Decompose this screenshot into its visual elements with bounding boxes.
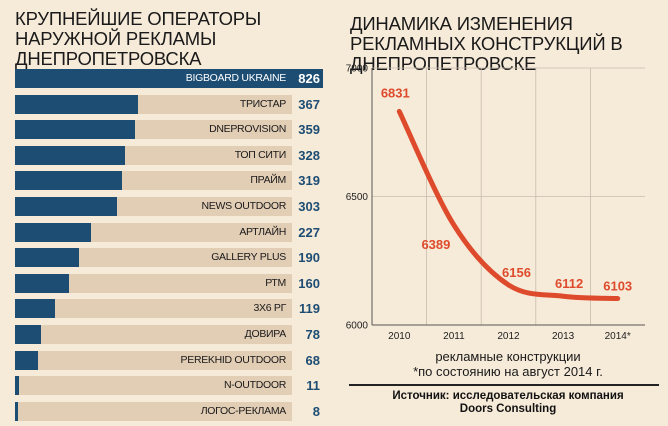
bar-value-label: 190 <box>298 250 320 266</box>
bar-category-label: ЛОГОС-РЕКЛАМА <box>200 404 287 417</box>
bar-category-label: NEWS OUTDOOR <box>201 200 287 212</box>
bar-track <box>15 401 292 421</box>
bar-category-label: 3Х6 РГ <box>253 302 287 315</box>
x-tick-label: 2012 <box>497 331 520 342</box>
x-tick-label: 2011 <box>443 331 465 342</box>
bar-category-label: PEREKHID OUTDOOR <box>180 353 287 366</box>
bar-row: ДОВИРА 78 <box>15 325 323 344</box>
bar <box>15 350 38 370</box>
bar <box>15 94 138 114</box>
bar-value-label: 303 <box>298 199 320 214</box>
bar <box>15 376 19 396</box>
bar <box>15 299 55 319</box>
bar <box>15 273 69 293</box>
bar-row: ТОП СИТИ 328 <box>15 145 323 165</box>
series-line <box>396 108 621 302</box>
bar <box>15 222 91 242</box>
bar-track <box>15 325 292 344</box>
bar <box>15 197 117 216</box>
line-chart-xlabel: рекламные конструкции <box>435 349 581 364</box>
bar-row: NEWS OUTDOOR 303 <box>15 197 323 216</box>
bar-track <box>15 299 292 319</box>
bar-category-label: ТРИСТАР <box>239 97 286 110</box>
bar-value-label: 160 <box>298 275 320 291</box>
bar-row: ТРИСТАР 367 <box>15 94 323 114</box>
bar-category-label: ТОП СИТИ <box>234 148 287 161</box>
bar-value-cell <box>292 69 323 88</box>
y-tick-label: 6500 <box>346 192 369 203</box>
bar <box>15 69 292 88</box>
bar <box>15 325 41 344</box>
bar-value-label: 319 <box>298 173 320 189</box>
bar-value-label: 119 <box>299 301 320 317</box>
bar <box>15 401 18 421</box>
data-point-label: 6112 <box>555 276 583 291</box>
line-chart: 6000 6500 7000 2010 2011 2012 2013 2014* 6831 638… <box>346 64 645 342</box>
source-line-2: Doors Consulting <box>459 403 557 415</box>
bar-row: ЛОГОС-РЕКЛАМА 8 <box>15 401 323 421</box>
bar-category-label: АРТЛАЙН <box>239 225 286 238</box>
source-divider <box>349 384 659 386</box>
bar-value-label: 8 <box>312 403 320 419</box>
bar-category-label: BIGBOARD UKRAINE <box>185 72 287 84</box>
bar-row: PEREKHID OUTDOOR 68 <box>15 350 323 370</box>
bar-row: BIGBOARD UKRAINE 826 <box>15 69 323 88</box>
source-line-1: Источник: исследовательская компания <box>392 390 624 402</box>
y-tick-label: 6000 <box>346 321 369 332</box>
bar-value-label: 227 <box>298 224 320 240</box>
bar-value-label: 359 <box>298 122 320 138</box>
bar <box>15 248 79 268</box>
bar-row: GALLERY PLUS 190 <box>15 248 323 268</box>
bar <box>15 145 125 165</box>
x-tick-label: 2010 <box>388 331 411 342</box>
bar-row: 3Х6 РГ 119 <box>15 299 323 319</box>
bar-category-label: GALLERY PLUS <box>211 251 286 264</box>
line-chart-footnote: *по состоянию на август 2014 г. <box>413 364 603 379</box>
bar-category-label: N-OUTDOOR <box>223 379 286 392</box>
bar-chart-title: КРУПНЕЙШИЕ ОПЕРАТОРЫ НАРУЖНОЙ РЕКЛАМЫ ДН… <box>15 8 262 69</box>
data-point-label: 6831 <box>381 85 410 100</box>
bar-category-label: DNEPROVISION <box>209 123 286 136</box>
bar-value-label: 78 <box>305 327 320 342</box>
bar-row: ПРАЙМ 319 <box>15 171 323 191</box>
bar-track <box>15 273 292 293</box>
bar-track <box>15 350 292 370</box>
y-tick-label: 7000 <box>346 64 369 75</box>
line-chart-title: ДИНАМИКА ИЗМЕНЕНИЯ РЕКЛАМНЫХ КОНСТРУКЦИЙ… <box>350 13 623 74</box>
x-tick-label: 2013 <box>552 331 575 342</box>
bar-row: АРТЛАЙН 227 <box>15 222 323 242</box>
bar-row: DNEPROVISION 359 <box>15 120 323 140</box>
bar-category-label: ПРАЙМ <box>250 174 286 187</box>
bar <box>15 120 135 140</box>
data-point-label: 6103 <box>603 279 632 294</box>
bar-category-label: РТМ <box>265 276 286 289</box>
bar-value-label: 68 <box>305 352 320 368</box>
x-tick-label: 2014* <box>605 331 631 342</box>
bar-row: N-OUTDOOR 11 <box>15 376 323 396</box>
data-point-label: 6156 <box>502 265 531 280</box>
bar-track <box>15 248 292 268</box>
bar-value-label: 367 <box>298 96 320 112</box>
bar-value-label: 11 <box>306 378 320 394</box>
bar-category-label: ДОВИРА <box>244 328 287 340</box>
bar <box>15 171 122 191</box>
bar-track <box>15 376 292 396</box>
bar-value-label: 826 <box>298 71 320 86</box>
data-point-label: 6389 <box>421 237 450 252</box>
bar-row: РТМ 160 <box>15 273 323 293</box>
bar-value-label: 328 <box>298 147 320 163</box>
